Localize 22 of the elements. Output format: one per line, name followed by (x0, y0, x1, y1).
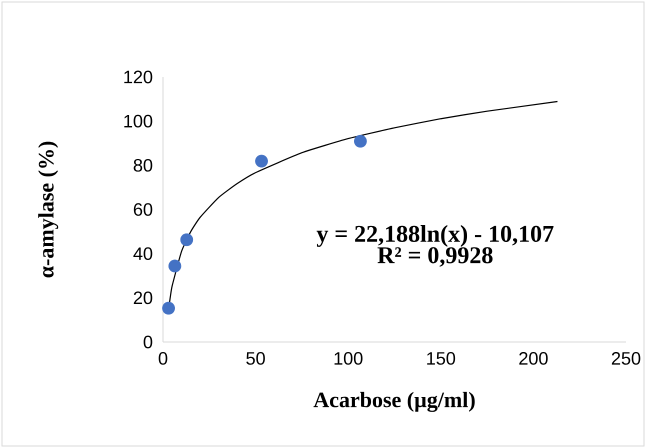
y-axis-title: α-amylase (%) (38, 142, 58, 278)
point (180, 233, 194, 246)
x-axis-title: Acarbose (µg/ml) (314, 392, 475, 412)
y-tick-label: 0 (144, 336, 152, 348)
y-tick-label: 20 (134, 291, 152, 304)
annotation: y = 22,188ln(x) - 10,107 (316, 225, 554, 247)
x-tick-label: 50 (246, 352, 265, 365)
y-tick-label: 80 (134, 158, 152, 172)
point (255, 154, 268, 168)
x-tick-label: 250 (612, 352, 640, 365)
x-tick-label: 100 (334, 352, 363, 365)
point (354, 134, 367, 148)
y-tick-label: 40 (133, 247, 152, 260)
y-tick-label: 60 (134, 203, 152, 216)
x-tick-label: 0 (158, 352, 168, 365)
y-tick-label: 120 (124, 70, 152, 84)
x-tick-label: 200 (519, 352, 548, 365)
point (162, 302, 175, 315)
annotation: R² = 0,9928 (378, 247, 493, 267)
point (168, 260, 182, 272)
y-tick-label: 100 (124, 114, 152, 128)
x-tick-label: 150 (427, 352, 456, 365)
